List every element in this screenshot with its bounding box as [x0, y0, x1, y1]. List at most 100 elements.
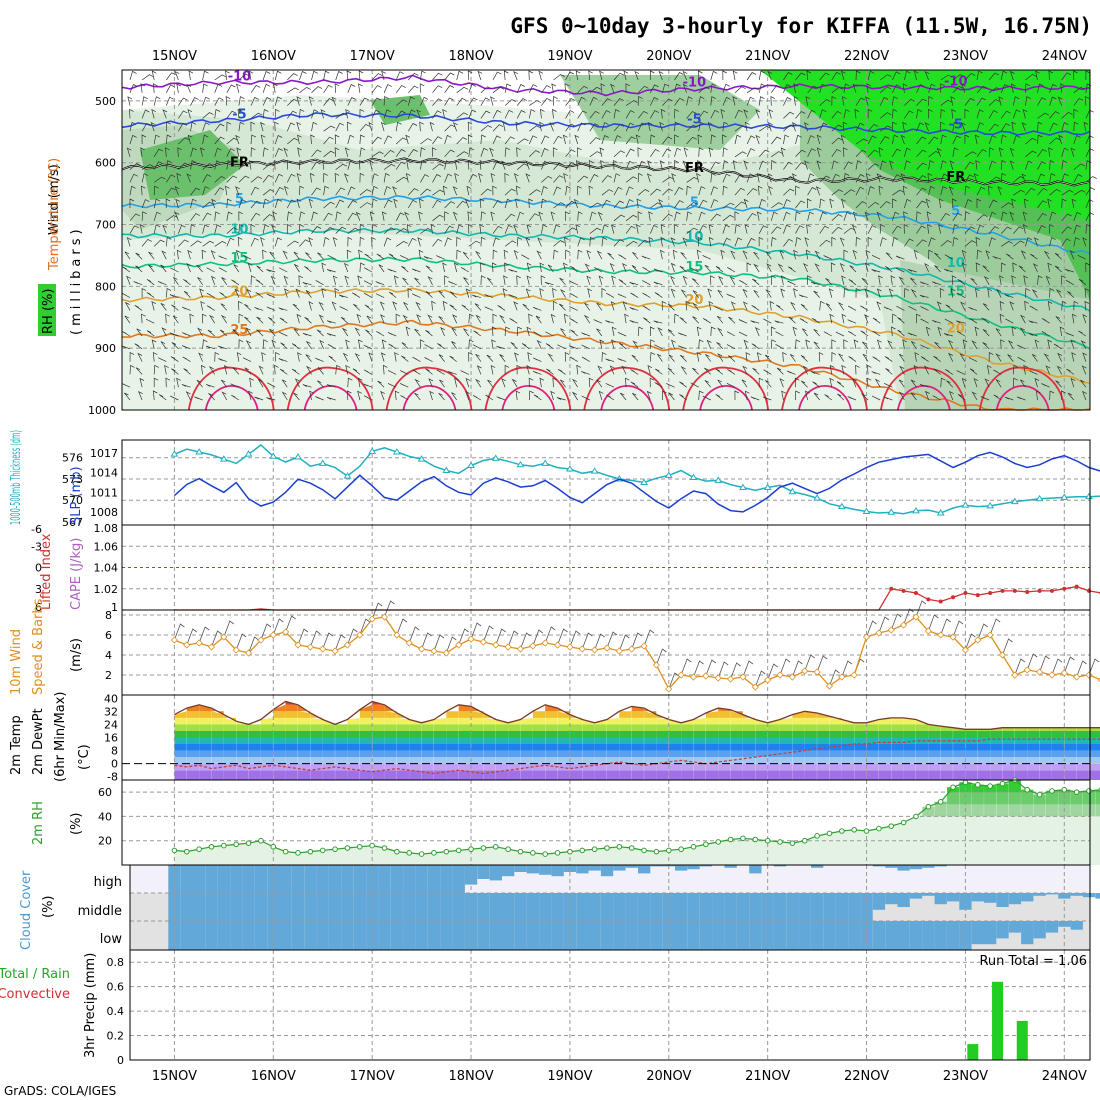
- wind-barb: [225, 70, 230, 81]
- wind-barb: [657, 353, 663, 362]
- wind-barb: [855, 288, 861, 298]
- wind-barb: [335, 122, 344, 132]
- wind-barb: [141, 313, 146, 324]
- wind-barb: [419, 339, 425, 349]
- wind-barb: [928, 136, 939, 145]
- cloud-bar: [996, 893, 1009, 907]
- cloud-panel: Cloud Cover (%) high middle low: [19, 864, 1100, 951]
- wind-barb: [414, 328, 421, 337]
- wind-barb: [352, 292, 361, 298]
- cloud-bar: [514, 921, 527, 950]
- wind-barb: [238, 300, 243, 311]
- wind-barb: [795, 339, 801, 349]
- wind-barb: [381, 339, 387, 349]
- wind-barb: [526, 365, 532, 375]
- wind-barb: [363, 383, 373, 388]
- isotherm-label: 20: [230, 284, 248, 299]
- thickness-marker: [763, 483, 772, 490]
- wind-barb: [780, 275, 786, 285]
- wind-barb: [634, 70, 640, 81]
- wind-barb: [1023, 275, 1028, 285]
- tick-label: -3: [31, 540, 42, 553]
- wind-barb: [420, 147, 426, 157]
- temp-band: [174, 750, 1100, 758]
- wind-barb: [1037, 148, 1047, 157]
- wind-barb: [848, 279, 857, 286]
- wind-barb: [649, 70, 655, 81]
- wind-barb: [878, 147, 884, 157]
- wind-barb: [871, 371, 881, 375]
- wind-barb: [380, 352, 386, 362]
- wind-barb: [375, 281, 385, 286]
- wind-barb: [504, 224, 513, 234]
- wind-barb: [237, 108, 243, 119]
- wind-barb: [444, 201, 456, 209]
- wind-barb: [347, 134, 355, 145]
- rh2m-marker: [628, 845, 635, 851]
- wind-barb: [214, 224, 222, 234]
- wind10m-marker: [875, 629, 883, 637]
- wind-barb: [387, 268, 397, 273]
- wind-barb: [538, 211, 544, 221]
- wind-barb: [768, 109, 774, 119]
- wind-barb: [762, 396, 772, 401]
- rh2m-marker: [344, 845, 351, 851]
- wind-barb: [843, 147, 848, 157]
- wind-barb: [538, 70, 544, 81]
- wind-barb: [998, 147, 1004, 157]
- wind-barb: [153, 176, 166, 183]
- wind-barb: [150, 122, 156, 132]
- wind-barb: [946, 380, 954, 388]
- wind-barb: [983, 276, 990, 285]
- wind-barb: [581, 371, 590, 375]
- wind-barb: [1037, 173, 1045, 183]
- wind-barb: [504, 188, 516, 196]
- wind-barb: [412, 293, 421, 298]
- wind-barb: [504, 172, 509, 183]
- wind-barb: [442, 108, 447, 119]
- cloud-bar: [205, 865, 218, 893]
- rh2m-marker: [394, 848, 400, 855]
- cape-marker: [913, 591, 918, 595]
- wind-barb: [1000, 123, 1011, 132]
- wind-barb: [1037, 187, 1048, 196]
- wind-barb: [613, 98, 624, 106]
- wind-barb: [533, 357, 542, 362]
- wind-barb: [703, 318, 711, 324]
- wind-barb: [547, 264, 554, 273]
- wind-barb: [152, 352, 158, 362]
- wind-barb: [952, 236, 959, 247]
- wind-barb: [444, 225, 454, 234]
- wind-barb: [164, 147, 170, 157]
- wind-barb: [134, 343, 143, 350]
- isotherm-20: [121, 287, 1091, 384]
- wind-barb: [218, 255, 227, 260]
- wind10m-barb: [1039, 655, 1050, 673]
- wind-barb: [214, 97, 224, 106]
- wind-barb: [541, 160, 549, 170]
- wind-barb: [606, 394, 615, 401]
- wind-barb: [371, 97, 381, 106]
- wind-barb: [964, 98, 975, 106]
- wind-barb: [323, 185, 330, 196]
- wind-barb: [287, 98, 298, 106]
- cloud-bar: [502, 893, 515, 921]
- wind-barb: [299, 108, 305, 119]
- cloud-bar: [551, 921, 564, 950]
- wind10m-barb: [347, 628, 358, 646]
- wind-barb: [165, 377, 171, 388]
- cloud-bar: [1082, 893, 1096, 898]
- wind-barb: [879, 136, 890, 145]
- isotherm-10: [121, 227, 1091, 312]
- temp-band: [174, 711, 842, 722]
- wind-barb: [795, 149, 806, 158]
- wind-barb: [707, 121, 713, 132]
- wind-barb: [710, 134, 716, 145]
- wind-barb: [982, 329, 990, 337]
- cloud-bar: [971, 921, 984, 945]
- wind-barb: [988, 147, 994, 157]
- wind-barb: [480, 86, 492, 94]
- wind-barb: [383, 227, 396, 234]
- wind-barb: [408, 85, 419, 94]
